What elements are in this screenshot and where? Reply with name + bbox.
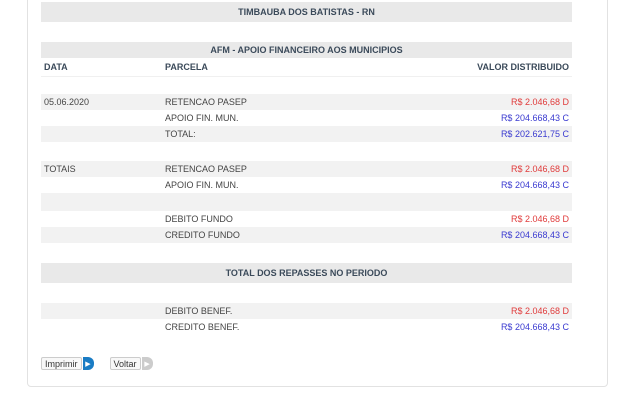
- repasses-title: TOTAL DOS REPASSES NO PERIODO: [225, 268, 388, 278]
- cell-valor: R$ 202.621,75 C: [500, 129, 569, 139]
- cell-valor: R$ 2.046,68 D: [510, 97, 569, 107]
- spacer: [41, 243, 572, 263]
- cell-parcela: DEBITO BENEF.: [165, 306, 233, 316]
- benef-row: CREDITO BENEF. R$ 204.668,43 C: [41, 319, 572, 335]
- col-valor: VALOR DISTRIBUIDO: [477, 62, 569, 72]
- municipio-title: TIMBAUBA DOS BATISTAS - RN: [238, 7, 375, 17]
- spacer: [41, 193, 572, 211]
- play-arrow-icon: ▶: [141, 357, 153, 370]
- col-data: DATA: [44, 62, 68, 72]
- cell-valor: R$ 204.668,43 C: [500, 322, 569, 332]
- fundo-row: DEBITO FUNDO R$ 2.046,68 D: [41, 211, 572, 227]
- cell-parcela: CREDITO BENEF.: [165, 322, 240, 332]
- benef-row: DEBITO BENEF. R$ 2.046,68 D: [41, 303, 572, 319]
- cell-parcela: CREDITO FUNDO: [165, 230, 240, 240]
- table-row: APOIO FIN. MUN. R$ 204.668,43 C: [41, 110, 572, 126]
- cell-valor: R$ 204.668,43 C: [500, 180, 569, 190]
- cell-data: TOTAIS: [44, 164, 76, 174]
- cell-data: 05.06.2020: [44, 97, 90, 107]
- spacer: [41, 76, 572, 94]
- cell-parcela: APOIO FIN. MUN.: [165, 180, 239, 190]
- table-row: TOTAL: R$ 202.621,75 C: [41, 126, 572, 142]
- cell-parcela: APOIO FIN. MUN.: [165, 113, 239, 123]
- spacer: [41, 22, 572, 42]
- totais-row: APOIO FIN. MUN. R$ 204.668,43 C: [41, 177, 572, 193]
- spacer: [41, 283, 572, 303]
- action-buttons: Imprimir ▶ Voltar ▶: [41, 357, 153, 370]
- municipio-header: TIMBAUBA DOS BATISTAS - RN: [41, 2, 572, 22]
- back-button[interactable]: Voltar ▶: [109, 357, 153, 370]
- cell-valor: R$ 204.668,43 C: [500, 113, 569, 123]
- cell-parcela: RETENCAO PASEP: [165, 164, 247, 174]
- play-arrow-icon: ▶: [82, 357, 94, 370]
- totais-row: TOTAIS RETENCAO PASEP R$ 2.046,68 D: [41, 161, 572, 177]
- column-headers: DATA PARCELA VALOR DISTRIBUIDO: [41, 58, 572, 76]
- cell-parcela: TOTAL:: [165, 129, 196, 139]
- back-label: Voltar: [109, 357, 141, 370]
- table-row: 05.06.2020 RETENCAO PASEP R$ 2.046,68 D: [41, 94, 572, 110]
- cell-valor: R$ 2.046,68 D: [510, 306, 569, 316]
- cell-valor: R$ 2.046,68 D: [510, 164, 569, 174]
- section-title: AFM - APOIO FINANCEIRO AOS MUNICIPIOS: [210, 45, 403, 55]
- repasses-header: TOTAL DOS REPASSES NO PERIODO: [41, 263, 572, 283]
- cell-parcela: DEBITO FUNDO: [165, 214, 233, 224]
- cell-valor: R$ 2.046,68 D: [510, 214, 569, 224]
- print-label: Imprimir: [41, 357, 82, 370]
- print-button[interactable]: Imprimir ▶: [41, 357, 94, 370]
- cell-valor: R$ 204.668,43 C: [500, 230, 569, 240]
- section-header: AFM - APOIO FINANCEIRO AOS MUNICIPIOS: [41, 42, 572, 58]
- cell-parcela: RETENCAO PASEP: [165, 97, 247, 107]
- fundo-row: CREDITO FUNDO R$ 204.668,43 C: [41, 227, 572, 243]
- col-parcela: PARCELA: [165, 62, 208, 72]
- report-table: TIMBAUBA DOS BATISTAS - RN AFM - APOIO F…: [41, 2, 572, 335]
- spacer: [41, 142, 572, 161]
